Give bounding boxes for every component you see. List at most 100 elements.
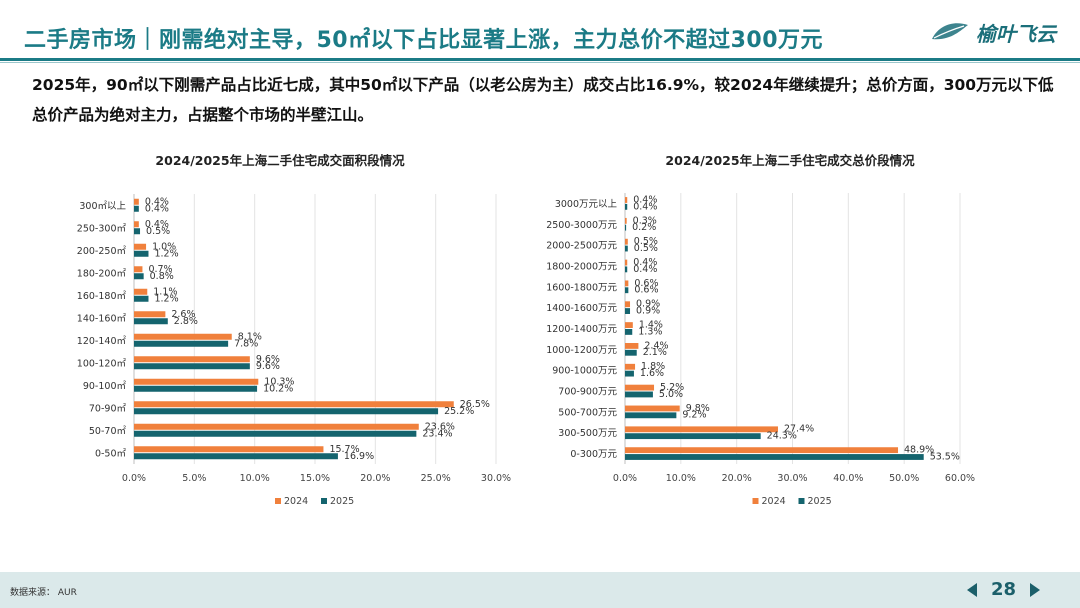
legend-swatch xyxy=(798,498,805,504)
legend-label: 2024 xyxy=(284,496,308,507)
page-number: 28 xyxy=(990,579,1016,600)
category-label: 3000万元以上 xyxy=(555,199,618,210)
data-label: 1.6% xyxy=(640,368,664,379)
bar-2025 xyxy=(625,349,637,356)
chart-canvas: 0.0% 10.0% 20.0% 30.0% 40.0% 50.0% 60.0% 3000万元… xyxy=(546,193,975,507)
x-tick-label: 25.0% xyxy=(421,473,451,484)
x-tick-label: 10.0% xyxy=(240,473,270,484)
data-label: 16.9% xyxy=(344,451,374,462)
category-label: 100-120㎡ xyxy=(77,358,127,369)
bar-2024 xyxy=(134,446,324,453)
data-label: 10.3% xyxy=(264,376,294,387)
bar-2024 xyxy=(134,266,143,273)
bar-2025 xyxy=(134,453,338,460)
bar-2025 xyxy=(134,430,417,437)
data-label: 9.6% xyxy=(256,354,280,365)
bar-2024 xyxy=(625,447,899,454)
bar-2025 xyxy=(625,308,631,314)
category-label: 1400-1600万元 xyxy=(546,303,617,314)
bar-2025 xyxy=(134,273,144,280)
legend-swatch xyxy=(752,498,759,504)
data-label: 1.0% xyxy=(152,241,176,252)
data-label: 9.6% xyxy=(256,361,280,372)
data-label: 9.2% xyxy=(682,410,706,421)
category-label: 250-300㎡ xyxy=(77,223,127,234)
category-label: 50-70㎡ xyxy=(89,426,127,437)
data-label: 2.4% xyxy=(644,340,668,351)
data-label: 1.2% xyxy=(154,293,178,304)
data-label: 1.4% xyxy=(639,320,663,331)
bar-2025 xyxy=(134,408,439,415)
logo-text: 榆叶飞云 xyxy=(976,22,1056,46)
data-label: 23.6% xyxy=(425,421,455,432)
data-label: 25.2% xyxy=(444,406,474,417)
category-label: 2500-3000万元 xyxy=(546,220,617,231)
x-tick-label: 5.0% xyxy=(182,473,206,484)
data-label: 0.4% xyxy=(145,196,169,207)
bar-2024 xyxy=(134,198,139,205)
category-label: 1000-1200万元 xyxy=(546,345,617,356)
area-distribution-chart: 2024/2025年上海二手住宅成交面积段情况 0.0% 5.0% 10.0% 15.… xyxy=(30,150,530,520)
category-label: 90-100㎡ xyxy=(83,381,127,392)
bar-2024 xyxy=(625,259,628,266)
data-label: 2.8% xyxy=(174,316,198,327)
data-label: 0.3% xyxy=(633,215,657,226)
pager: 28 xyxy=(966,579,1040,600)
footer-bar xyxy=(0,572,1080,608)
category-label: 2000-2500万元 xyxy=(546,241,617,252)
category-label: 0-300万元 xyxy=(570,449,617,460)
category-label: 1600-1800万元 xyxy=(546,282,617,293)
chart-canvas: 0.0% 5.0% 10.0% 15.0% 20.0% 25.0% 30.0% 300㎡以上 0… xyxy=(77,194,511,507)
data-label: 8.1% xyxy=(238,331,262,342)
summary-text: 2025年，90㎡以下刚需产品占比近七成，其中50㎡以下产品（以老公房为主）成交… xyxy=(32,76,1054,124)
x-tick-label: 50.0% xyxy=(889,473,919,484)
header-divider-thin xyxy=(0,62,1080,63)
x-tick-label: 0.0% xyxy=(613,473,637,484)
category-label: 300㎡以上 xyxy=(79,201,126,212)
x-tick-label: 40.0% xyxy=(833,473,863,484)
data-label: 7.8% xyxy=(234,338,258,349)
x-tick-label: 10.0% xyxy=(666,473,696,484)
x-tick-label: 30.0% xyxy=(777,473,807,484)
data-label: 0.5% xyxy=(634,236,658,247)
legend-swatch xyxy=(275,498,281,504)
bar-2024 xyxy=(625,197,628,203)
price-distribution-chart: 2024/2025年上海二手住宅成交总价段情况 0.0% 10.0% 20.0% 30… xyxy=(530,150,1050,520)
data-label: 27.4% xyxy=(784,424,814,435)
bar-2025 xyxy=(134,363,250,370)
chart-title: 2024/2025年上海二手住宅成交总价段情况 xyxy=(665,153,915,168)
bar-2025 xyxy=(134,250,149,257)
category-label: 700-900万元 xyxy=(558,387,617,398)
bar-2024 xyxy=(134,311,166,318)
data-label: 2.6% xyxy=(171,309,195,320)
bar-2025 xyxy=(625,329,633,335)
data-label: 0.5% xyxy=(146,226,170,237)
category-label: 300-500万元 xyxy=(558,428,617,439)
data-label: 15.7% xyxy=(329,444,359,455)
data-label: 10.2% xyxy=(263,383,293,394)
data-label: 48.9% xyxy=(904,445,934,456)
data-label: 1.3% xyxy=(638,326,662,337)
page-title: 二手房市场｜刚需绝对主导，50㎡以下占比显著上涨，主力总价不超过300万元 xyxy=(24,28,824,53)
bar-2025 xyxy=(134,295,149,302)
prev-page-icon[interactable] xyxy=(966,582,977,597)
bar-2025 xyxy=(625,266,628,273)
data-source: 数据来源： AUR xyxy=(10,588,77,598)
category-label: 70-90㎡ xyxy=(89,403,127,414)
x-tick-label: 30.0% xyxy=(481,473,511,484)
data-label: 0.4% xyxy=(633,201,657,212)
data-label: 24.3% xyxy=(767,431,797,442)
bar-2024 xyxy=(134,243,147,250)
legend-label: 2024 xyxy=(762,496,786,507)
bar-2025 xyxy=(625,391,653,398)
bar-2025 xyxy=(625,454,924,460)
x-tick-label: 60.0% xyxy=(945,473,975,484)
x-tick-label: 20.0% xyxy=(722,473,752,484)
next-page-icon[interactable] xyxy=(1030,582,1040,597)
data-label: 0.7% xyxy=(148,264,172,275)
bar-2025 xyxy=(134,228,141,235)
category-label: 1200-1400万元 xyxy=(546,324,617,335)
data-label: 0.4% xyxy=(145,203,169,214)
data-label: 5.2% xyxy=(660,382,684,393)
bar-2024 xyxy=(134,221,139,228)
